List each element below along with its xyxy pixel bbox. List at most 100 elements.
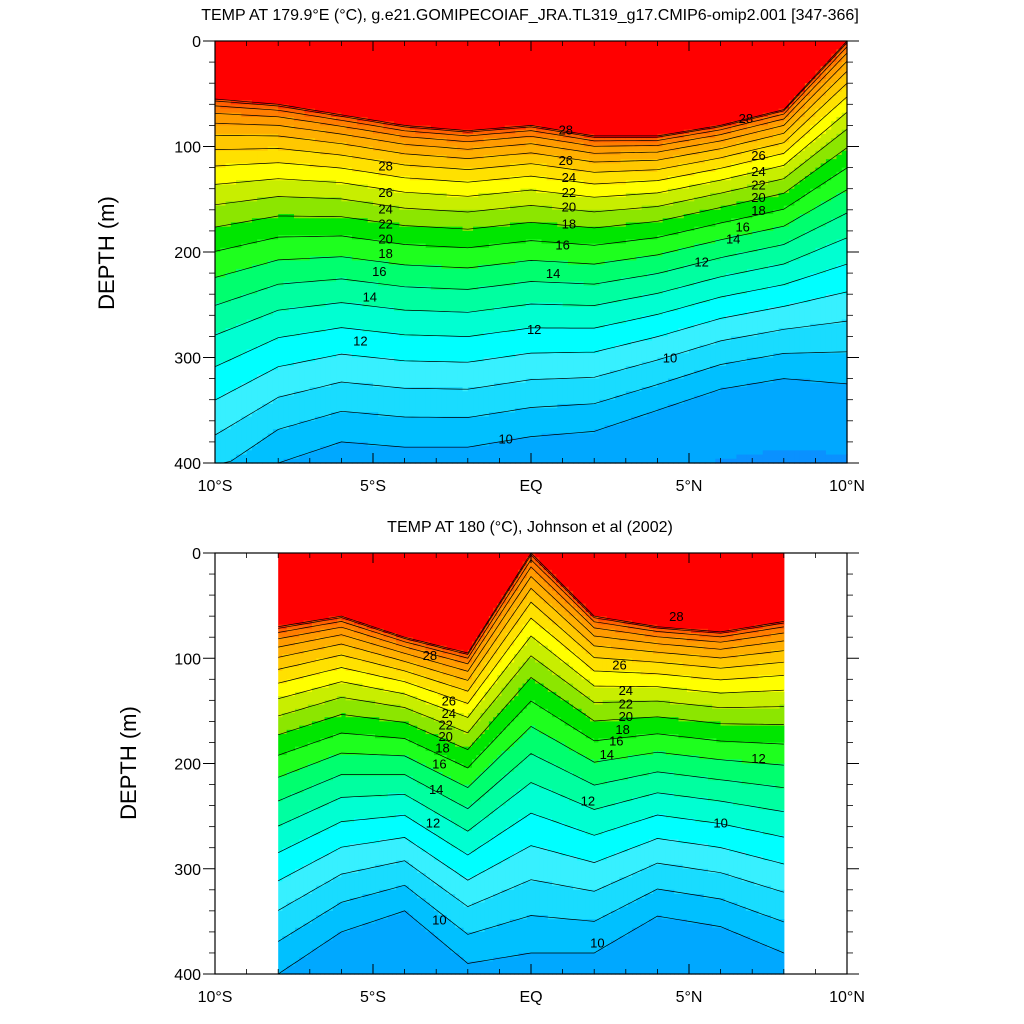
bottom-temp-cell [648, 649, 654, 664]
bottom-temp-cell [400, 553, 406, 638]
bottom-temp-cell [712, 632, 717, 638]
bottom-temp-cell [366, 868, 372, 895]
bottom-temp-cell [526, 569, 532, 579]
bottom-temp-cell [438, 771, 444, 794]
top-temp-cell [836, 53, 843, 63]
top-temp-cell [831, 243, 838, 270]
top-temp-cell [710, 41, 716, 126]
bottom-temp-cell [400, 645, 406, 655]
bottom-temp-cell [509, 645, 515, 664]
bottom-temp-cell [408, 797, 414, 819]
bottom-temp-cell [282, 877, 288, 908]
top-temp-cell [557, 243, 564, 262]
top-temp-cell [415, 138, 421, 148]
bottom-temp-cell [354, 683, 359, 701]
top-temp-cell [520, 188, 527, 207]
top-temp-cell [741, 218, 748, 236]
bottom-temp-cell [577, 620, 583, 634]
bottom-temp-cell [455, 927, 460, 954]
top-temp-cell [699, 344, 706, 371]
top-temp-cell [483, 138, 490, 148]
top-temp-cell [604, 146, 611, 156]
bottom-temp-cell [632, 632, 637, 643]
top-temp-cell [546, 146, 553, 156]
bottom-temp-cell [404, 683, 410, 697]
bottom-temp-cell [703, 641, 709, 651]
top-temp-cell [810, 323, 816, 354]
top-temp-cell [515, 327, 522, 354]
top-temp-cell [715, 209, 722, 224]
bottom-temp-cell [543, 628, 549, 647]
bottom-temp-cell [733, 780, 739, 807]
bottom-temp-cell [299, 898, 305, 929]
top-contour-label: 22 [751, 178, 765, 193]
bottom-temp-cell [509, 797, 515, 828]
bottom-temp-cell [712, 553, 717, 634]
top-temp-cell [336, 116, 342, 122]
bottom-temp-cell [311, 919, 317, 950]
top-temp-cell [720, 298, 727, 321]
top-contour-label: 14 [363, 289, 377, 304]
bottom-temp-cell [413, 641, 418, 647]
bottom-temp-cell [311, 784, 317, 811]
top-temp-cell [689, 247, 695, 266]
top-temp-cell [573, 133, 579, 139]
bottom-temp-cell [712, 658, 717, 668]
top-temp-cell [841, 167, 848, 194]
top-temp-cell [541, 327, 548, 354]
bottom-temp-cell [391, 704, 397, 722]
top-temp-cell [325, 41, 332, 114]
bottom-temp-cell [539, 708, 545, 735]
top-temp-cell [720, 340, 727, 367]
top-temp-cell [425, 146, 432, 156]
bottom-temp-cell [290, 965, 296, 975]
bottom-temp-cell [501, 750, 507, 777]
top-isotherm-29 [214, 40, 848, 137]
bottom-temp-cell [699, 797, 705, 824]
top-temp-cell [625, 150, 632, 160]
top-temp-cell [741, 163, 748, 177]
bottom-temp-cell [648, 637, 654, 643]
top-temp-cell [351, 260, 358, 283]
bottom-temp-cell [278, 696, 284, 718]
top-temp-cell [462, 142, 469, 152]
bottom-temp-cell [370, 923, 376, 975]
bottom-temp-cell [404, 910, 410, 975]
top-contour-label: 22 [378, 217, 392, 232]
top-temp-cell [441, 268, 448, 291]
top-isotherm-20 [214, 128, 848, 213]
top-temp-cell [536, 260, 543, 283]
bottom-temp-cell [332, 658, 338, 672]
top-temp-cell [567, 403, 574, 435]
top-temp-cell [494, 146, 500, 156]
top-temp-cell [446, 209, 453, 228]
bottom-temp-cell [467, 830, 473, 853]
bottom-temp-cell [493, 864, 498, 895]
bottom-temp-cell [775, 889, 781, 920]
bottom-temp-cell [670, 704, 675, 718]
bottom-temp-cell [354, 818, 359, 845]
bottom-temp-cell [531, 952, 536, 975]
top-temp-cell [441, 226, 448, 249]
top-temp-cell [267, 340, 274, 371]
top-temp-cell [631, 260, 637, 278]
top-temp-cell [315, 306, 321, 333]
bottom-temp-cell [362, 818, 368, 845]
top-temp-cell [752, 230, 759, 253]
bottom-temp-cell [349, 898, 355, 929]
top-temp-cell [383, 150, 390, 164]
bottom-temp-cell [307, 864, 313, 895]
bottom-temp-cell [522, 662, 528, 685]
bottom-temp-cell [661, 771, 667, 794]
top-temp-cell [278, 336, 285, 367]
bottom-temp-cell [417, 822, 423, 849]
bottom-temp-cell [695, 679, 701, 693]
top-temp-cell [478, 159, 485, 169]
bottom-temp-cell [505, 801, 511, 828]
top-temp-cell [778, 285, 785, 308]
bottom-temp-cell [396, 915, 401, 975]
bottom-temp-cell [568, 666, 574, 685]
top-temp-cell [357, 184, 364, 202]
top-temp-cell [646, 150, 653, 160]
bottom-temp-cell [311, 742, 317, 765]
